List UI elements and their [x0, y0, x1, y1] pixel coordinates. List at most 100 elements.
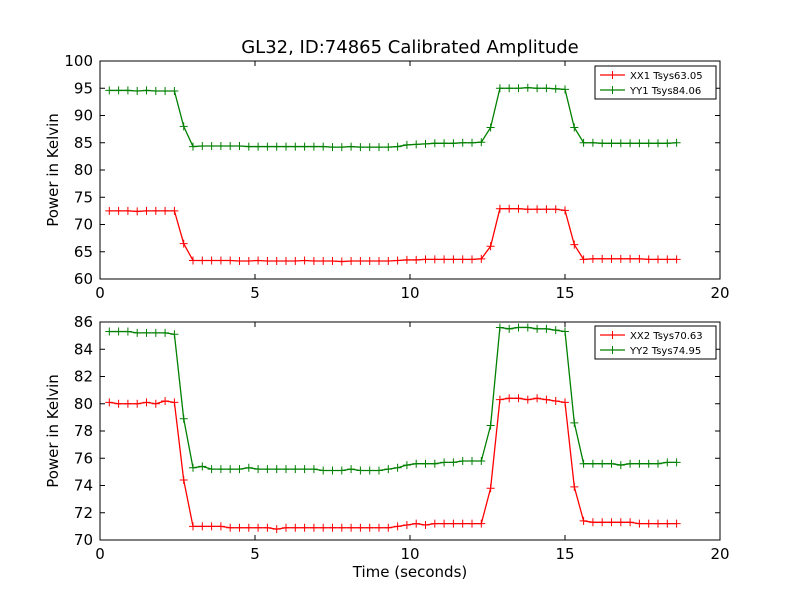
chart0-series-0-point: [579, 255, 588, 264]
chart0-y-tick-label: 95: [74, 79, 93, 97]
chart1-series-1-point: [440, 458, 449, 467]
chart1-series-1-point: [384, 465, 393, 474]
chart1-series-1-point: [235, 465, 244, 474]
chart1-series-1-point: [486, 421, 495, 430]
chart0-series-0-point: [133, 207, 142, 216]
chart1-y-tick-label: 78: [74, 422, 93, 440]
chart0-series-0-point: [654, 255, 662, 264]
chart0-series-1-point: [412, 140, 421, 149]
chart0-series-0-point: [142, 206, 151, 215]
chart1-series-0-point: [189, 522, 197, 531]
chart0-series-1-point: [235, 142, 244, 151]
chart0-series-0-point: [561, 206, 569, 215]
chart0-series-1-point: [533, 84, 542, 93]
chart0-series-1-point: [170, 86, 179, 95]
chart1-series-1-point: [579, 459, 588, 468]
chart1-series-0-point: [114, 399, 123, 408]
chart0-series-1-point: [216, 142, 225, 151]
chart0-legend-label: YY1 Tsys84.06: [629, 86, 701, 97]
chart0-series-0-point: [421, 255, 430, 264]
chart1-series-0-point: [523, 395, 532, 404]
chart1-series-0-point: [533, 394, 542, 403]
chart0-legend-label: XX1 Tsys63.05: [630, 71, 703, 82]
chart1-series-1-point: [477, 456, 486, 465]
chart0-series-1-point: [393, 142, 402, 151]
chart0-series-0-point: [523, 205, 532, 214]
chart1-series-1-point: [309, 465, 318, 474]
chart1-series-1-point: [644, 459, 653, 468]
chart1-series-1-point: [375, 466, 383, 475]
chart1-series-0-point: [495, 395, 504, 404]
chart0-series-1-point: [468, 138, 476, 147]
chart0-series-0-point: [309, 257, 318, 266]
chart0-series-0-point: [189, 256, 197, 265]
chart1-series-1-point: [356, 466, 365, 475]
chart1-series-1-point: [626, 459, 635, 468]
chart0-series-0-point: [105, 206, 114, 215]
chart1-series-1-point: [672, 458, 681, 467]
chart0-series-0-point: [644, 255, 653, 264]
chart1-series-1-point: [161, 328, 170, 337]
chart0-series-1-point: [616, 139, 625, 148]
chart1-series-1-point: [449, 458, 458, 467]
chart1-series-0-point: [626, 518, 635, 527]
chart1-series-1-point: [282, 465, 290, 474]
chart0-y-tick-label: 90: [74, 107, 93, 125]
chart1-series-0-point: [123, 399, 132, 408]
chart1-series-0-point: [133, 399, 142, 408]
chart0-y-tick-label: 70: [74, 216, 93, 234]
chart1-series-1-point: [607, 459, 616, 468]
chart1-series-0-point: [263, 523, 272, 532]
chart0-series-0-point: [123, 206, 132, 215]
chart0-series-1-point: [319, 142, 328, 151]
chart0-series-1-point: [598, 139, 607, 148]
chart1-series-0-point: [235, 523, 244, 532]
chart0-series-1-point: [486, 123, 495, 132]
chart0-series-1-point: [579, 138, 588, 147]
chart0-series-1-point: [570, 123, 579, 132]
chart1-series-0-point: [170, 398, 179, 407]
chart1-series-1-point: [663, 458, 672, 467]
chart1-y-tick-label: 82: [74, 368, 93, 386]
chart0-series-1-point: [421, 139, 430, 148]
chart0-series-0-point: [263, 257, 272, 266]
chart1-series-0-point: [402, 521, 411, 530]
chart0-series-1-point: [123, 86, 132, 95]
chart0-legend-marker: [608, 86, 617, 94]
chart0-series-0-point: [235, 257, 244, 266]
chart1-series-0-point: [440, 519, 449, 528]
chart0-y-axis-label: Power in Kelvin: [44, 113, 62, 227]
chart0-series-1-point: [663, 139, 672, 148]
chart0-series-0-point: [393, 256, 402, 265]
chart0-series-1-point: [561, 85, 569, 94]
chart0-y-tick-label: 65: [74, 243, 93, 261]
chart0-series-0-point: [365, 257, 374, 266]
chart1-series-1-point: [254, 465, 263, 474]
chart0-series-1-point: [514, 84, 523, 93]
chart1-series-1-point: [207, 465, 216, 474]
chart0-series-1-point: [430, 139, 439, 148]
chart1-series-0-point: [616, 518, 625, 527]
chart0-series-0-point: [207, 256, 216, 265]
chart1-series-1-point: [170, 330, 179, 339]
chart0-series-1-point: [356, 143, 365, 152]
chart1-series-1-point: [421, 459, 430, 468]
chart0-y-tick-label: 80: [74, 161, 93, 179]
chart1-series-0-point: [151, 399, 160, 408]
chart1-series-0-point: [272, 525, 281, 534]
chart0-y-tick-label: 85: [74, 134, 93, 152]
chart0-series-1-point: [449, 139, 458, 148]
chart0-series-0-point: [384, 257, 393, 266]
chart1-series-0-point: [337, 523, 346, 532]
chart1-series-0-point: [607, 518, 616, 527]
chart0-series-0-point: [588, 254, 597, 263]
chart0-y-tick-label: 60: [74, 270, 93, 288]
chart1-y-tick-label: 70: [74, 531, 93, 549]
chart1-series-0-point: [486, 484, 495, 493]
chart1-series-0-point: [282, 523, 290, 532]
chart1-x-tick-label: 20: [710, 545, 729, 563]
chart1-series-1-point: [570, 418, 579, 427]
chart1-series-0-point: [226, 523, 235, 532]
chart1-series-0-point: [142, 398, 151, 407]
chart0-series-0-point: [468, 255, 476, 264]
